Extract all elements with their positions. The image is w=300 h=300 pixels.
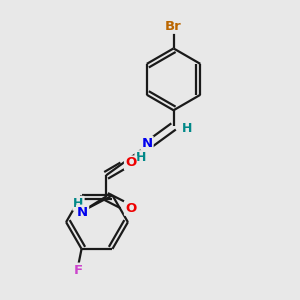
Text: O: O — [125, 202, 136, 215]
Text: F: F — [74, 264, 83, 277]
Text: N: N — [142, 137, 153, 150]
Text: Br: Br — [165, 20, 182, 33]
Text: H: H — [135, 151, 146, 164]
Text: H: H — [182, 122, 192, 135]
Text: H: H — [73, 197, 84, 210]
Text: N: N — [77, 206, 88, 219]
Text: O: O — [125, 157, 136, 169]
